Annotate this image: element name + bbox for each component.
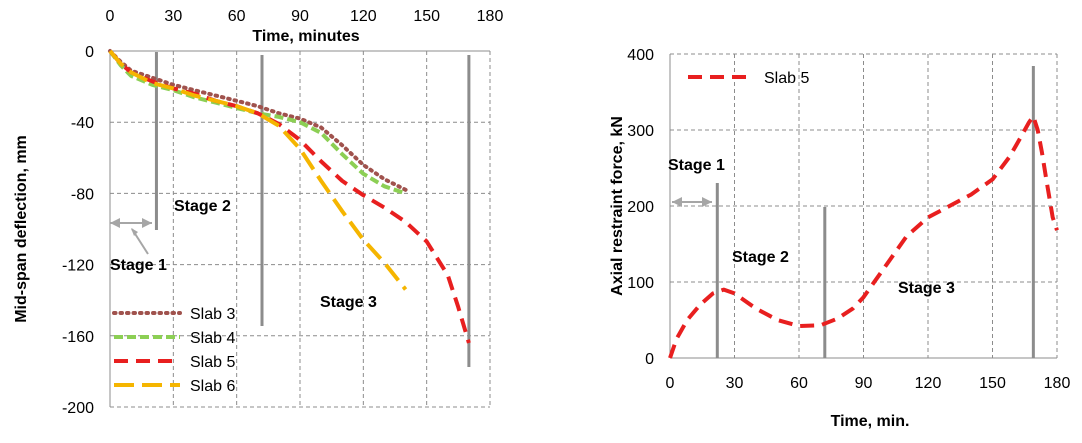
y-tick-label: -160	[62, 329, 94, 346]
series-line-slab-5	[668, 114, 1059, 359]
x-tick-label: 150	[979, 375, 1006, 392]
right-stage1-arrowhead-left	[672, 197, 682, 207]
left-stage1-arrowhead-right	[142, 218, 152, 228]
left-x-tick-labels: 0 30 60 90 120 150 180	[106, 8, 504, 25]
x-tick-label: 120	[915, 375, 942, 392]
right-y-tick-labels: 0 100 200 300 400	[627, 47, 654, 368]
left-x-axis-title: Time, minutes	[252, 28, 359, 45]
y-tick-label: -80	[71, 186, 94, 203]
left-stage1-arrowhead-left	[110, 218, 120, 228]
x-tick-label: 90	[855, 375, 873, 392]
x-tick-label: 0	[666, 375, 675, 392]
legend-label-slab-6: Slab 6	[190, 378, 235, 395]
legend-entry-slab-5: Slab 5	[114, 354, 235, 371]
legend-entry-slab-6: Slab 6	[114, 378, 235, 395]
right-stage1-label: Stage 1	[668, 157, 725, 174]
left-stage1-pointer-head	[131, 228, 138, 236]
left-stage3-label: Stage 3	[320, 294, 377, 311]
right-stage1-arrowhead-right	[702, 197, 712, 207]
legend-label-right-slab-5: Slab 5	[764, 70, 809, 87]
y-tick-label: 300	[627, 123, 654, 140]
legend-entry-right-slab-5: Slab 5	[688, 70, 809, 87]
right-gridlines	[670, 54, 1057, 358]
x-tick-label: 30	[164, 8, 182, 25]
left-series	[108, 49, 471, 344]
y-tick-label: -120	[62, 258, 94, 275]
x-tick-label: 30	[726, 375, 744, 392]
right-stage2-label: Stage 2	[732, 249, 789, 266]
x-tick-label: 60	[790, 375, 808, 392]
x-tick-label: 90	[291, 8, 309, 25]
left-stage1-label: Stage 1	[110, 257, 167, 274]
x-tick-label: 180	[477, 8, 504, 25]
left-y-axis-title: Mid-span deflection, mm	[13, 135, 30, 323]
right-x-tick-labels: 0 30 60 90 120 150 180	[666, 375, 1071, 392]
right-stage-lines	[715, 66, 1035, 358]
x-tick-label: 150	[413, 8, 440, 25]
right-plot-frame	[669, 53, 1058, 359]
series-line-slab-6	[108, 49, 408, 291]
left-stage1-arrow	[110, 218, 152, 255]
series-line-slab-3	[108, 49, 408, 192]
x-tick-label: 180	[1044, 375, 1071, 392]
legend-entry-slab-4: Slab 4	[114, 330, 235, 347]
legend-label-slab-5: Slab 5	[190, 354, 235, 371]
x-tick-label: 60	[228, 8, 246, 25]
legend-label-slab-4: Slab 4	[190, 330, 235, 347]
x-tick-label: 0	[106, 8, 115, 25]
right-stage3-label: Stage 3	[898, 280, 955, 297]
right-legend: Slab 5	[688, 70, 809, 87]
left-stage2-label: Stage 2	[174, 198, 231, 215]
right-x-axis-title: Time, min.	[831, 413, 910, 430]
y-tick-label: 400	[627, 47, 654, 64]
legend-label-slab-3: Slab 3	[190, 306, 235, 323]
y-tick-label: 0	[645, 351, 654, 368]
y-tick-label: 200	[627, 199, 654, 216]
left-gridlines	[110, 51, 490, 407]
right-y-axis-title: Axial restraint force, kN	[609, 116, 626, 296]
right-chart: 0 30 60 90 120 150 180 0 100 200 300 400 Time, min…	[609, 47, 1070, 430]
series-line-slab-5	[108, 49, 471, 344]
y-tick-label: 0	[85, 44, 94, 61]
legend-entry-slab-3: Slab 3	[112, 306, 235, 323]
left-plot-frame	[109, 50, 491, 408]
y-tick-label: 100	[627, 275, 654, 292]
y-tick-label: -200	[62, 400, 94, 417]
series-line-slab-4	[108, 49, 407, 196]
right-stage1-arrow	[672, 197, 712, 207]
left-y-tick-labels: 0 -40 -80 -120 -160 -200	[62, 44, 94, 417]
right-series	[668, 114, 1059, 359]
left-chart: 0 30 60 90 120 150 180 0 -40 -80 -120 -160 -200 Tim…	[13, 8, 503, 417]
y-tick-label: -40	[71, 115, 94, 132]
x-tick-label: 120	[350, 8, 377, 25]
left-legend: Slab 3 Slab 4 Slab 5 Slab 6	[112, 306, 235, 395]
